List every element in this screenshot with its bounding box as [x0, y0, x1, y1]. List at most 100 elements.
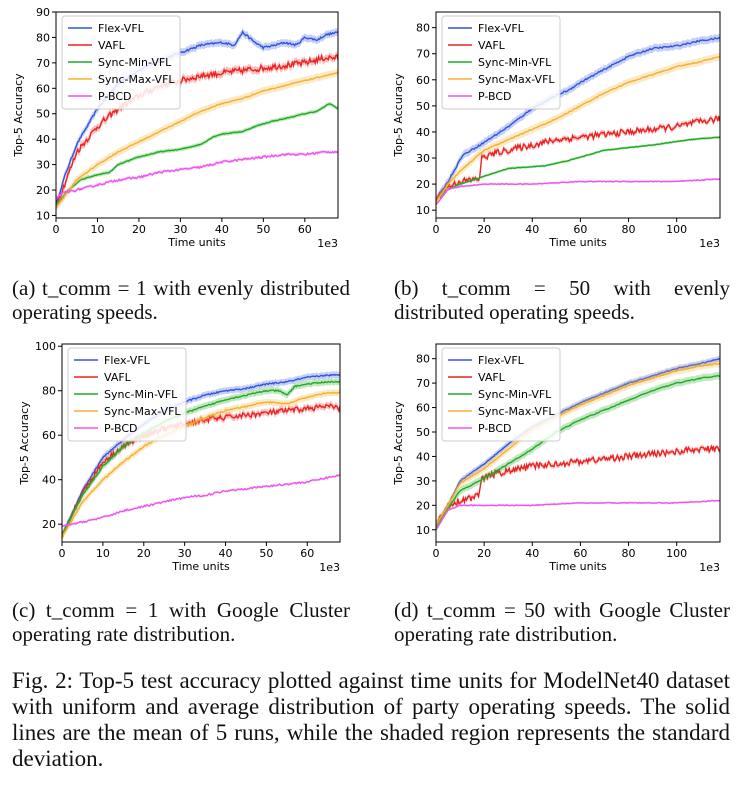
subcaption-b: (b) t_comm = 50 with evenly distributed …: [394, 276, 730, 324]
y-tick-label: 30: [416, 152, 430, 165]
x-tick-label: 0: [59, 547, 66, 560]
x-tick-label: 50: [259, 547, 273, 560]
x-tick-label: 30: [178, 547, 192, 560]
legend-label: VAFL: [478, 371, 506, 384]
series-line-sync-min-vfl: [436, 136, 720, 201]
chart-panel-c: 0 10 20 30 40 50 60 20 40 60 80 100 Time units 1e3 Top…: [0, 334, 350, 584]
y-tick-label: 50: [416, 426, 430, 439]
legend-label: VAFL: [98, 39, 126, 52]
plot-area: [436, 33, 720, 207]
x-tick-label: 10: [90, 223, 104, 236]
subcaption-d-text: (d) t_comm = 50 with Google Cluster oper…: [394, 598, 730, 646]
figure-caption: Fig. 2: Top-5 test accuracy plotted agai…: [12, 668, 730, 771]
band-p-bcd: [62, 473, 340, 528]
chart-panel-a: 0 10 20 30 40 50 60 10 20 30 40 50 60 70 80 90 Time unit…: [0, 0, 350, 260]
x-tick-label: 20: [132, 223, 146, 236]
y-tick-label: 40: [416, 126, 430, 139]
band-sync-min-vfl: [62, 377, 340, 539]
y-tick-label: 60: [416, 402, 430, 415]
legend-label: Sync-Max-VFL: [98, 73, 175, 86]
y-tick-label: 60: [42, 429, 56, 442]
x-axis-label: Time units: [167, 236, 226, 249]
y-tick-label: 80: [416, 353, 430, 366]
series-line-p-bcd: [62, 473, 340, 528]
y-tick-label: 100: [35, 340, 56, 353]
y-axis-label: Top-5 Accuracy: [18, 401, 31, 486]
x-tick-label: 60: [573, 547, 587, 560]
subcaption-b-text: (b) t_comm = 50 with evenly distributed …: [394, 276, 730, 324]
x-tick-label: 80: [622, 223, 636, 236]
subcaption-c: (c) t_comm = 1 with Google Cluster opera…: [12, 598, 350, 646]
legend-label: Flex-VFL: [478, 22, 525, 35]
series-line-flex-vfl: [436, 36, 720, 200]
x-tick-label: 50: [256, 223, 270, 236]
band-sync-max-vfl: [56, 68, 338, 212]
y-tick-label: 60: [36, 82, 50, 95]
subcaption-a: (a) t_comm = 1 with evenly distributed o…: [12, 276, 350, 324]
legend: Flex-VFL VAFL Sync-Min-VFL Sync-Max-VFL P-BC…: [441, 15, 561, 110]
y-tick-label: 20: [42, 518, 56, 531]
legend: Flex-VFL VAFL Sync-Min-VFL Sync-Max-VFL P-BC…: [67, 347, 187, 442]
axes-frame: [61, 343, 341, 543]
series-line-p-bcd: [436, 177, 720, 206]
legend-label: VAFL: [104, 371, 132, 384]
x-axis-multiplier: 1e3: [699, 561, 720, 574]
y-tick-label: 80: [36, 31, 50, 44]
legend: Flex-VFL VAFL Sync-Min-VFL Sync-Max-VFL P-BC…: [441, 347, 561, 442]
series-line-sync-min-vfl: [436, 374, 720, 528]
series-line-sync-max-vfl: [436, 362, 720, 526]
x-axis-multiplier: 1e3: [317, 237, 338, 250]
y-axis-label: Top-5 Accuracy: [392, 73, 405, 158]
y-tick-label: 70: [416, 377, 430, 390]
x-axis-multiplier: 1e3: [699, 237, 720, 250]
legend-box: [441, 15, 561, 110]
x-tick-label: 80: [622, 547, 636, 560]
x-tick-label: 60: [300, 547, 314, 560]
y-tick-label: 30: [36, 159, 50, 172]
y-axis-label: Top-5 Accuracy: [12, 73, 25, 158]
series-line-p-bcd: [56, 150, 338, 199]
x-tick-label: 10: [96, 547, 110, 560]
series-line-flex-vfl: [62, 373, 340, 537]
series-line-sync-max-vfl: [62, 391, 340, 538]
x-axis-label: Time units: [548, 560, 607, 573]
x-tick-label: 40: [219, 547, 233, 560]
x-tick-label: 0: [433, 547, 440, 560]
y-axis-label: Top-5 Accuracy: [392, 401, 405, 486]
x-tick-label: 60: [298, 223, 312, 236]
y-tick-label: 40: [416, 450, 430, 463]
x-tick-label: 30: [173, 223, 187, 236]
legend-box: [67, 347, 187, 442]
y-tick-label: 40: [36, 133, 50, 146]
subcaption-a-text: (a) t_comm = 1 with evenly distributed o…: [12, 276, 350, 324]
series-line-sync-max-vfl: [436, 56, 720, 203]
legend-label: P-BCD: [478, 422, 511, 435]
subcaption-c-text: (c) t_comm = 1 with Google Cluster opera…: [12, 598, 350, 646]
plot-area: [436, 355, 720, 531]
legend-box: [61, 15, 181, 110]
plot-area: [56, 27, 338, 212]
legend-box: [441, 347, 561, 442]
legend-label: P-BCD: [98, 90, 131, 103]
series-line-flex-vfl: [436, 357, 720, 526]
axes-frame: [435, 11, 721, 219]
chart-svg-b: 0 20 40 60 80 100 10 20 30 40 50 60 70 80 Time units 1e…: [392, 11, 721, 250]
y-tick-label: 50: [416, 100, 430, 113]
y-tick-label: 70: [416, 48, 430, 61]
band-p-bcd: [436, 499, 720, 531]
series-line-sync-max-vfl: [56, 71, 338, 209]
legend-label: Sync-Max-VFL: [478, 73, 555, 86]
legend-label: Sync-Min-VFL: [104, 388, 178, 401]
series-line-vafl: [56, 53, 338, 207]
y-tick-label: 20: [36, 184, 50, 197]
legend-label: Sync-Max-VFL: [478, 405, 555, 418]
series-line-sync-min-vfl: [62, 380, 340, 536]
y-tick-label: 80: [42, 385, 56, 398]
y-tick-label: 80: [416, 22, 430, 35]
y-tick-label: 20: [416, 178, 430, 191]
x-tick-label: 60: [573, 223, 587, 236]
x-tick-label: 0: [433, 223, 440, 236]
x-axis-label: Time units: [548, 236, 607, 249]
legend-label: VAFL: [478, 39, 506, 52]
